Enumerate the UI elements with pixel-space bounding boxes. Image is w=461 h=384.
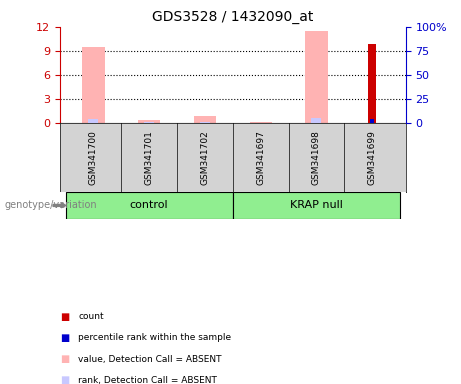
Text: ■: ■ [60,354,69,364]
Bar [305,31,328,123]
Text: GSM341697: GSM341697 [256,130,265,185]
Bar [138,121,160,123]
Bar [144,122,154,123]
Text: value, Detection Call = ABSENT: value, Detection Call = ABSENT [78,354,222,364]
Bar [370,119,374,123]
Bar [82,47,105,123]
Text: rank, Detection Call = ABSENT: rank, Detection Call = ABSENT [78,376,217,384]
Text: GSM341700: GSM341700 [89,130,98,185]
Text: ■: ■ [60,312,69,322]
Bar [65,192,233,219]
Text: GSM341698: GSM341698 [312,130,321,185]
Title: GDS3528 / 1432090_at: GDS3528 / 1432090_at [152,10,313,25]
Text: GSM341702: GSM341702 [201,130,209,185]
Bar [249,122,272,123]
Text: ■: ■ [60,375,69,384]
Text: count: count [78,312,104,321]
Bar [89,119,98,123]
Bar [233,192,400,219]
Text: GSM341701: GSM341701 [145,130,154,185]
Bar [194,116,216,123]
Text: genotype/variation: genotype/variation [5,200,97,210]
Text: control: control [130,200,168,210]
Bar [368,45,376,123]
Text: GSM341699: GSM341699 [368,130,377,185]
Text: percentile rank within the sample: percentile rank within the sample [78,333,231,343]
Text: KRAP null: KRAP null [290,200,343,210]
Bar [200,122,210,123]
Text: ■: ■ [60,333,69,343]
Bar [312,118,321,123]
